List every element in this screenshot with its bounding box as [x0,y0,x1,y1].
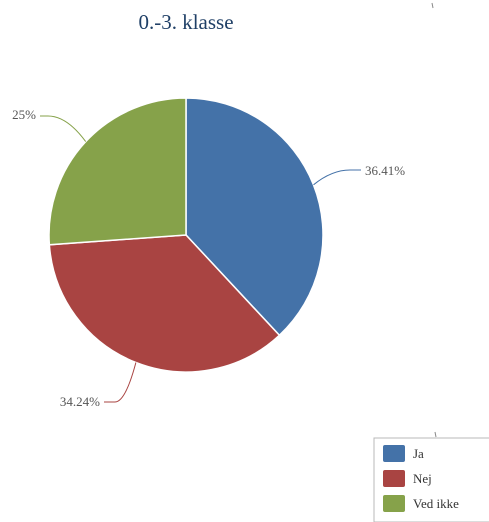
leader-line [313,169,361,186]
data-label: 25% [12,107,36,122]
legend-label: Ja [413,446,424,461]
legend-label: Nej [413,471,432,486]
pie-slice-ja [185,97,324,337]
leader-line [40,115,87,142]
legend-swatch [383,495,405,512]
data-label: 36.41% [365,163,405,178]
data-labels: 36.41% 34.24% 25% [12,107,405,409]
corner-tick-legend [434,431,437,438]
leader-line [104,362,137,403]
data-label: 34.24% [60,394,100,409]
leader-lines [40,115,361,403]
legend-label: Ved ikke [413,496,459,511]
pie-slices [48,97,324,373]
chart-title: 0.-3. klasse [138,10,233,34]
legend-swatch [383,445,405,462]
legend: Ja Nej Ved ikke [373,437,489,522]
pie-slice-ved-ikke [48,97,187,246]
legend-swatch [383,470,405,487]
corner-tick-top [431,2,434,9]
